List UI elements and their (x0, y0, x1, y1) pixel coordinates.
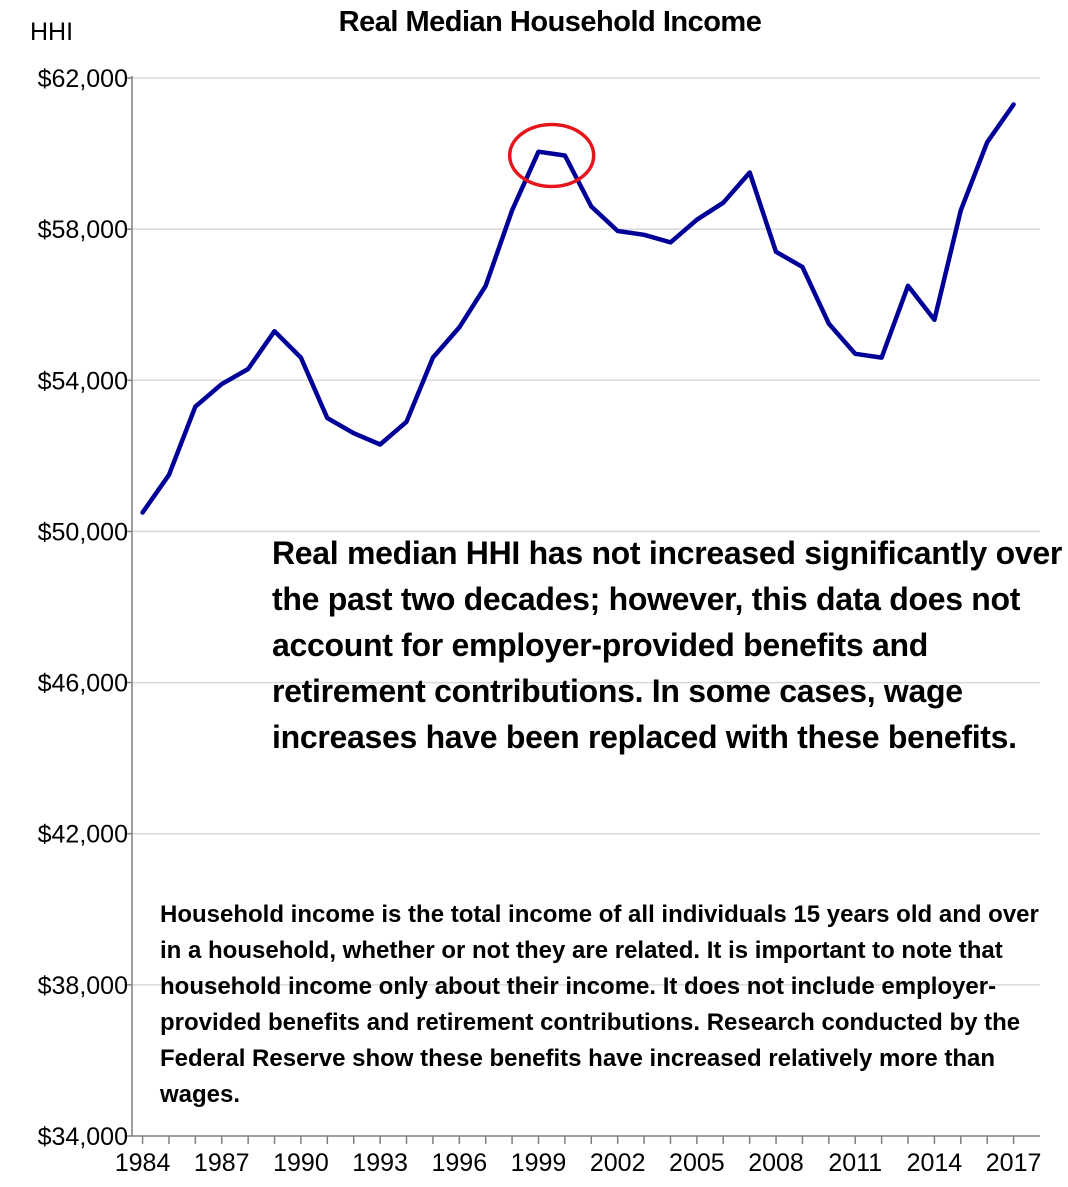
x-tick-label: 2014 (907, 1149, 963, 1177)
highlight-ellipse (507, 122, 596, 189)
x-tick-labels: 1984 1987 1990 1993 1996 1999 2002 2005 2008 2011… (115, 1149, 1042, 1177)
y-tick-label: $46,000 (38, 670, 128, 698)
x-tick-label: 1993 (352, 1149, 408, 1177)
annotations (507, 122, 596, 189)
x-tick-label: 1990 (273, 1149, 329, 1177)
x-tick-label: 1999 (511, 1149, 567, 1177)
annotation-main-note: Real median HHI has not increased signif… (272, 535, 1062, 755)
annotation-definition-note: Household income is the total income of … (160, 901, 1039, 1108)
y-tick-label: $38,000 (38, 972, 128, 1000)
axes (125, 76, 1040, 1144)
y-tick-label: $58,000 (38, 216, 128, 244)
y-tick-label: $34,000 (38, 1123, 128, 1151)
x-tick-label: 2005 (669, 1149, 725, 1177)
chart-title: Real Median Household Income (338, 6, 762, 38)
series-line (140, 102, 1016, 515)
x-tick-label: 2002 (590, 1149, 646, 1177)
y-tick-label: $54,000 (38, 367, 128, 395)
x-tick-label: 2011 (828, 1149, 882, 1177)
gridlines (132, 77, 1040, 986)
x-tick-label: 2017 (986, 1149, 1042, 1177)
x-tick-label: 1984 (115, 1149, 171, 1177)
y-tick-label: $62,000 (38, 65, 128, 93)
x-tick-label: 1996 (431, 1149, 487, 1177)
y-tick-label: $50,000 (38, 518, 128, 546)
y-tick-label: $42,000 (38, 821, 128, 849)
series (140, 102, 1016, 515)
y-tick-labels: $34,000 $38,000 $42,000 $46,000 $50,000 $54,0… (38, 65, 128, 1151)
y-axis-label: HHI (30, 18, 74, 46)
x-tick-label: 2008 (748, 1149, 804, 1177)
x-tick-label: 1987 (194, 1149, 250, 1177)
